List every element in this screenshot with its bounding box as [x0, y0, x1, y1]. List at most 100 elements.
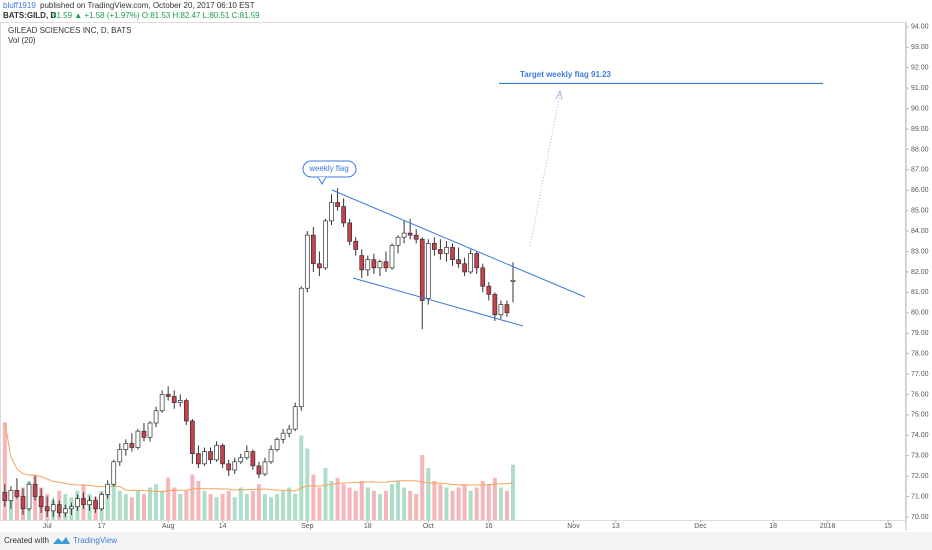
flag-lower-line — [352, 277, 524, 327]
candle-body — [359, 255, 365, 271]
x-tick-label: 17 — [98, 523, 106, 530]
volume-bar — [135, 490, 140, 520]
volume-bar — [148, 487, 153, 520]
candle-body — [377, 261, 383, 269]
x-tick-label: Nov — [567, 523, 580, 530]
volume-bar — [250, 490, 255, 520]
candle-body — [395, 236, 401, 246]
y-tick-label: 83.00 — [911, 248, 929, 255]
candle-body — [389, 245, 395, 269]
candle-body — [26, 483, 32, 510]
volume-bar — [420, 455, 425, 520]
candle-body — [14, 490, 20, 497]
candle-body — [492, 294, 498, 316]
y-tick-label: 93.00 — [911, 44, 929, 51]
candle-body — [304, 234, 310, 289]
candle-body — [341, 206, 346, 224]
y-tick-label: 91.00 — [911, 85, 929, 92]
candle-body — [486, 285, 492, 295]
y-tick-label: 75.00 — [911, 412, 929, 419]
volume-bar — [365, 487, 370, 520]
volume-bar — [462, 484, 467, 520]
candle-body — [153, 410, 159, 424]
candle-body — [456, 259, 461, 265]
candle-body — [44, 506, 50, 512]
volume-bar — [432, 481, 437, 520]
volume-bar — [402, 487, 407, 520]
candle-body — [129, 443, 135, 448]
volume-bar — [154, 484, 159, 520]
y-tick-label: 86.00 — [911, 187, 929, 194]
y-tick-label: 92.00 — [911, 65, 929, 72]
volume-bar — [311, 474, 316, 520]
x-tick-label: 13 — [612, 523, 620, 530]
volume-bar — [287, 487, 292, 520]
y-tick-label: 89.00 — [911, 126, 929, 133]
volume-bar — [281, 490, 286, 520]
volume-bar — [474, 487, 479, 520]
candle-body — [141, 430, 147, 438]
author[interactable]: bluff1919 — [3, 1, 36, 10]
volume-bar — [359, 481, 364, 520]
candle-body — [159, 394, 165, 412]
candle-body — [438, 249, 443, 254]
volume-bar — [438, 484, 443, 520]
volume-bar — [214, 497, 219, 520]
volume-bar — [390, 484, 395, 520]
candle-body — [329, 202, 334, 222]
candle-body — [214, 445, 219, 461]
y-tick-label: 88.00 — [911, 146, 929, 153]
volume-bar — [2, 422, 7, 520]
volume-bar — [232, 497, 237, 520]
candle-body — [183, 400, 189, 422]
candle-body — [274, 438, 280, 450]
symbol: BATS:GILD, D — [3, 11, 56, 20]
candle-body — [504, 304, 510, 314]
candle-body — [238, 457, 244, 463]
candle-body — [177, 400, 183, 403]
bubble-tail — [317, 176, 327, 186]
y-tick-label: 82.00 — [911, 269, 929, 276]
quote: 81.59 ▲ +1.58 (+1.97%) O:81.53 H:82.47 L… — [52, 11, 260, 20]
candle-body — [135, 430, 141, 448]
candle-body — [226, 463, 232, 471]
volume-bar — [141, 494, 146, 520]
x-tick-label: Aug — [162, 523, 175, 530]
volume-ma — [4, 422, 514, 493]
y-tick-label: 78.00 — [911, 350, 929, 357]
y-tick-label: 71.00 — [911, 493, 929, 500]
candle-body — [444, 247, 449, 254]
candle-body — [262, 461, 268, 475]
x-tick-label: Sep — [301, 523, 314, 530]
volume-bar — [347, 487, 352, 520]
volume-bar — [371, 490, 376, 520]
volume-bar — [335, 477, 340, 520]
y-tick-label: 84.00 — [911, 228, 929, 235]
candle-body — [286, 428, 292, 434]
candle-body — [190, 420, 195, 454]
volume-bar — [111, 481, 116, 520]
volume-bar — [208, 494, 213, 520]
volume-bar — [262, 494, 267, 520]
volume-bar — [510, 464, 515, 520]
candle-body — [462, 263, 467, 273]
candle-body — [335, 202, 340, 207]
volume-bar — [408, 490, 413, 520]
y-tick-label: 80.00 — [911, 310, 929, 317]
volume-bar — [238, 487, 243, 520]
volume-bar — [414, 494, 419, 520]
volume-bar — [450, 490, 455, 520]
volume-bar — [329, 481, 334, 520]
volume-bar — [377, 494, 382, 520]
candle-body — [81, 498, 86, 506]
candle-body — [220, 445, 225, 465]
candle-body — [32, 483, 38, 497]
y-tick-label: 90.00 — [911, 105, 929, 112]
candle-body — [401, 232, 407, 238]
volume-bar — [275, 494, 280, 520]
candle-body — [75, 498, 80, 508]
y-tick-label: 73.00 — [911, 453, 929, 460]
volume-bar — [426, 468, 431, 520]
